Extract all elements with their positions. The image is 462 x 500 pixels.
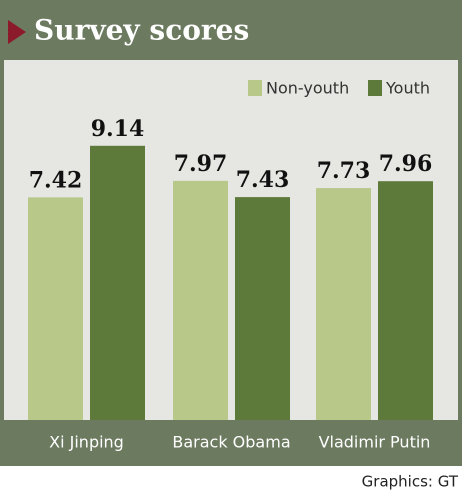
bar	[316, 188, 371, 420]
x-tick-label: Vladimir Putin	[319, 433, 431, 452]
value-label: 7.73	[317, 158, 371, 184]
bar	[90, 145, 145, 421]
title-marker	[8, 20, 26, 44]
value-label: 7.97	[174, 151, 228, 177]
value-label: 9.14	[91, 116, 145, 142]
legend-label: Non-youth	[266, 79, 349, 98]
value-label: 7.43	[236, 167, 290, 193]
bar	[235, 197, 290, 420]
legend-swatch	[248, 80, 262, 96]
credit: Graphics: GT	[362, 473, 459, 491]
bar	[28, 197, 83, 420]
value-label: 7.96	[379, 151, 433, 177]
x-tick-label: Barack Obama	[172, 433, 290, 452]
bar	[173, 180, 228, 420]
legend-swatch	[368, 80, 382, 96]
legend-label: Youth	[385, 79, 430, 98]
x-tick-label: Xi Jinping	[49, 433, 124, 452]
chart-title: Survey scores	[34, 14, 249, 47]
value-label: 7.42	[29, 167, 83, 193]
bar	[378, 181, 433, 420]
